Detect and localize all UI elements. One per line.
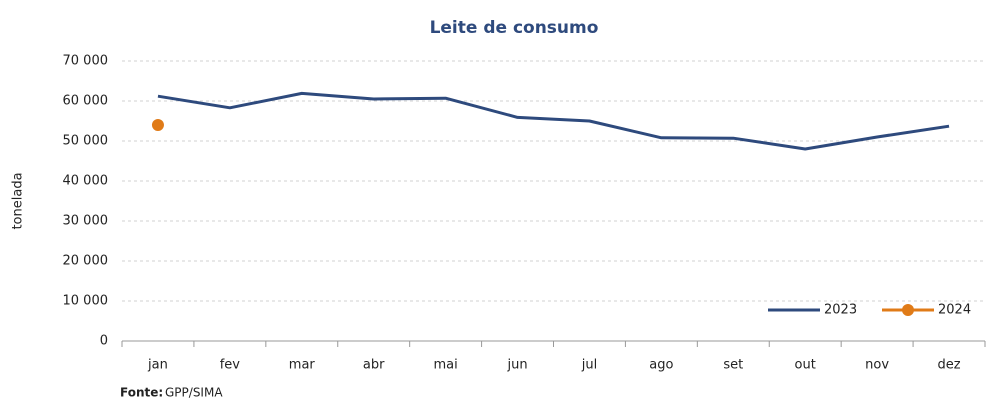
y-tick-label: 70 000	[63, 54, 109, 69]
x-tick-label: jan	[147, 358, 168, 373]
source: GPP/SIMA	[165, 386, 223, 400]
legend-label: 2024	[938, 303, 971, 318]
series-line	[157, 91, 950, 151]
y-tick-label: 30 000	[63, 214, 109, 229]
x-tick-label: jul	[581, 358, 597, 373]
y-tick-label: 50 000	[63, 134, 109, 149]
y-tick-label: 40 000	[63, 174, 109, 189]
y-tick-label: 10 000	[63, 294, 109, 309]
point	[151, 119, 164, 131]
x-tick-label: mai	[434, 358, 458, 373]
x-tick-label: fev	[220, 358, 241, 373]
y-tick-label: 20 000	[63, 254, 109, 269]
chart-title: Leite de consumo	[430, 18, 599, 38]
x-tick-label: dez	[938, 358, 961, 373]
x-tick-label: abr	[363, 358, 385, 373]
y-axis-label: tonelada	[11, 172, 26, 229]
legend-marker	[902, 304, 914, 316]
x-tick-label: jun	[506, 358, 527, 373]
legend-label: 2023	[824, 303, 857, 318]
x-tick-label: ago	[649, 358, 673, 373]
y-tick-label: 60 000	[63, 94, 109, 109]
y-tick-label: 0	[100, 334, 108, 349]
x-tick-label: mar	[289, 358, 316, 373]
x-tick-label: nov	[865, 358, 889, 373]
source-label: Fonte:	[120, 386, 163, 400]
x-tick-label: out	[795, 358, 816, 373]
x-tick-label: set	[723, 358, 743, 373]
